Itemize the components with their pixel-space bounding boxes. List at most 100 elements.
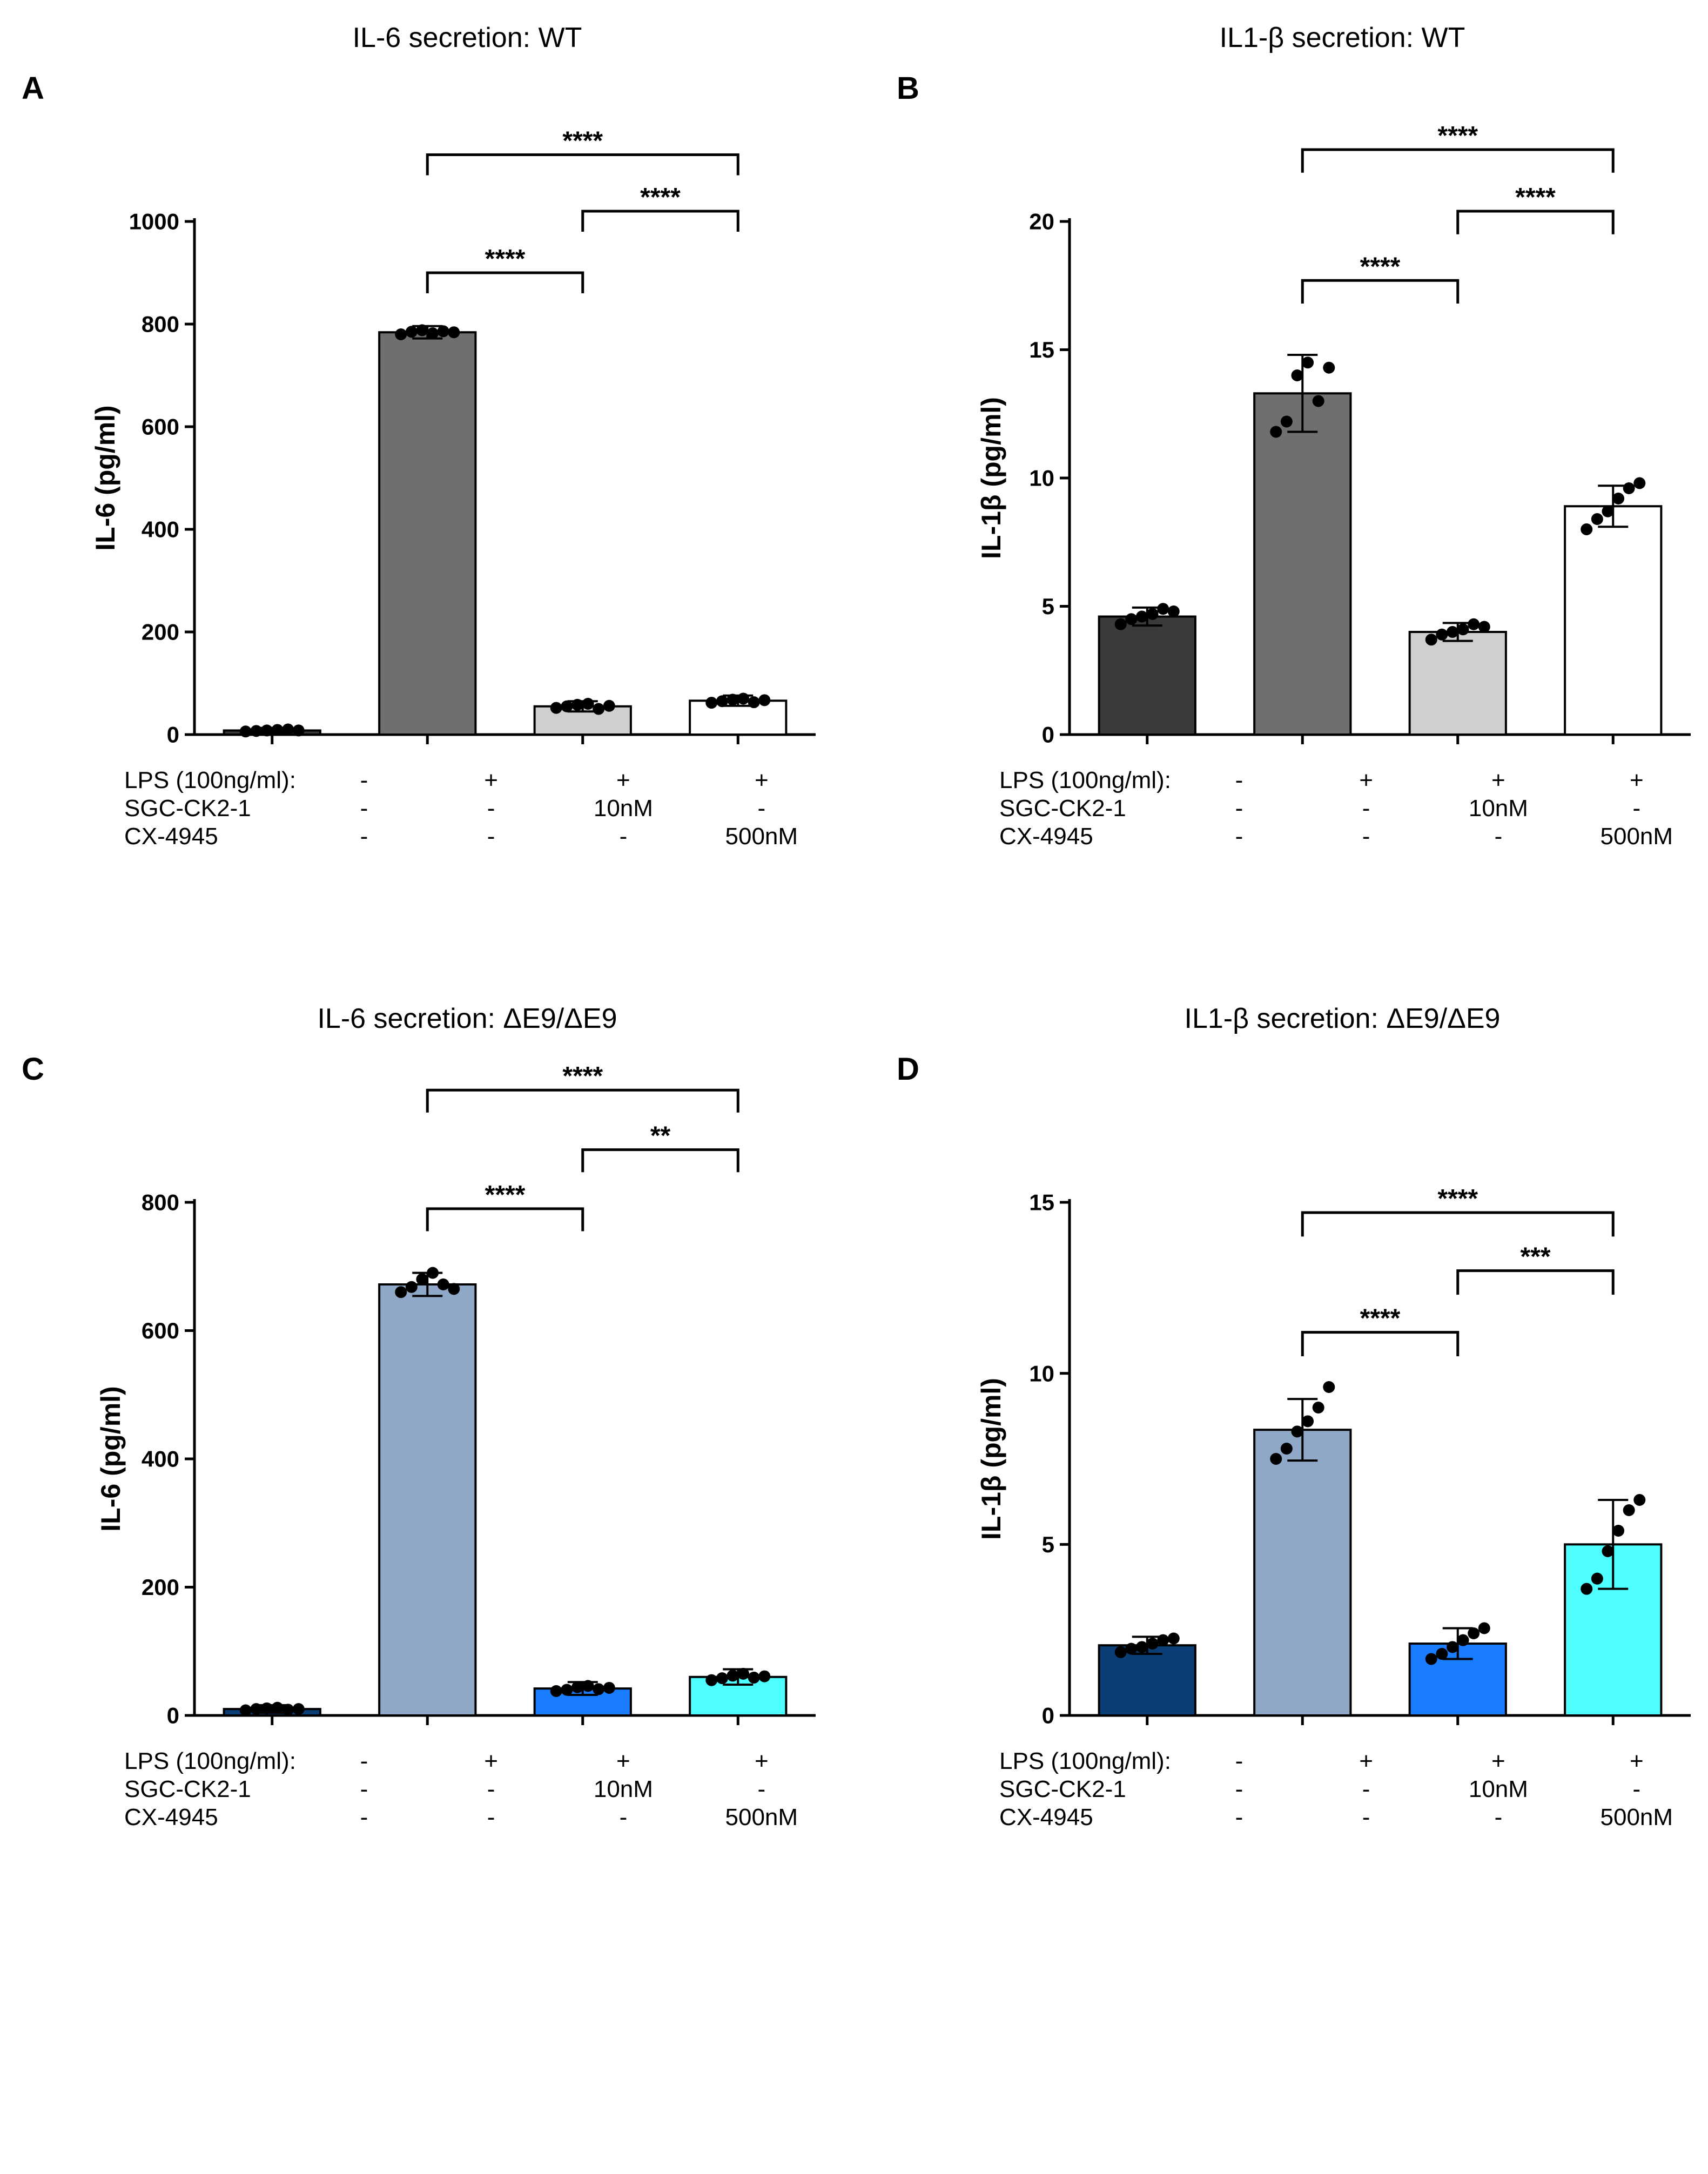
data-point (438, 1278, 449, 1290)
treatment-value: - (1568, 795, 1706, 822)
treatment-table: LPS (100ng/ml):-+++SGC-CK2-1--10nM-CX-49… (123, 766, 832, 851)
panel-letter: C (22, 1051, 44, 1087)
panel-title: IL-6 secretion: WT (103, 22, 832, 54)
bar (1254, 1430, 1350, 1715)
bar-chart: 051015*********** (989, 1051, 1707, 1737)
data-point (240, 725, 252, 737)
data-point (1270, 1453, 1282, 1465)
treatment-name: SGC-CK2-1 (999, 1776, 1175, 1803)
data-point (1157, 603, 1169, 615)
treatment-row: SGC-CK2-1--10nM- (999, 795, 1706, 822)
plot-wrap: 05101520************IL-1β (pg/ml)LPS (10… (989, 70, 1707, 851)
data-point (582, 1680, 594, 1692)
data-point (1281, 416, 1293, 428)
data-point (272, 1702, 284, 1714)
data-point (1602, 506, 1613, 517)
y-tick-label: 600 (142, 414, 179, 440)
data-point (1591, 1573, 1603, 1585)
significance-bracket (1458, 211, 1613, 234)
data-point (571, 699, 583, 711)
treatment-value: - (1176, 1748, 1302, 1775)
treatment-value: - (1303, 1776, 1429, 1803)
treatment-value: - (1303, 1804, 1429, 1831)
treatment-name: CX-4945 (999, 1804, 1175, 1831)
data-point (758, 694, 770, 706)
y-tick-label: 200 (142, 1574, 179, 1600)
panel-B: BIL1-β secretion: WT05101520************… (897, 22, 1707, 851)
panel-D: DIL1-β secretion: ΔE9/ΔE9051015*********… (897, 1002, 1707, 1832)
treatment-value: - (428, 1776, 554, 1803)
bar-chart: 02004006008001000************ (113, 70, 832, 756)
y-tick-label: 400 (142, 517, 179, 542)
data-point (427, 327, 439, 339)
treatment-value: - (1303, 823, 1429, 850)
data-point (1323, 1381, 1335, 1393)
y-axis-label: IL-1β (pg/ml) (976, 397, 1007, 559)
treatment-value: - (1176, 823, 1302, 850)
data-point (416, 324, 428, 336)
treatment-value: - (1303, 795, 1429, 822)
data-point (1623, 482, 1635, 494)
data-point (748, 696, 760, 708)
figure-grid: AIL-6 secretion: WT02004006008001000****… (22, 22, 1686, 1832)
treatment-value: + (692, 1748, 831, 1775)
y-tick-label: 20 (1029, 209, 1054, 234)
treatment-value: - (555, 1804, 691, 1831)
plot-wrap: 02004006008001000************IL-6 (pg/ml… (113, 70, 832, 851)
data-point (758, 1671, 770, 1682)
significance-label: **** (562, 127, 603, 156)
y-tick-label: 0 (167, 1703, 179, 1728)
treatment-row: SGC-CK2-1--10nM- (999, 1776, 1706, 1803)
plot-wrap: 0200400600800**********IL-6 (pg/ml)LPS (… (113, 1051, 832, 1832)
treatment-value: - (1176, 795, 1302, 822)
significance-label: **** (485, 1181, 526, 1209)
data-point (1468, 618, 1480, 630)
significance-label: **** (1515, 183, 1556, 212)
significance-bracket (427, 1209, 583, 1231)
treatment-table: LPS (100ng/ml):-+++SGC-CK2-1--10nM-CX-49… (998, 766, 1707, 851)
data-point (416, 1274, 428, 1285)
y-tick-label: 15 (1029, 337, 1054, 362)
significance-label: **** (485, 245, 526, 273)
treatment-value: - (1568, 1776, 1706, 1803)
y-tick-label: 0 (1042, 722, 1054, 748)
data-point (1478, 1623, 1490, 1634)
data-point (293, 724, 305, 736)
treatment-value: - (1176, 1804, 1302, 1831)
treatment-value: + (1303, 1748, 1429, 1775)
treatment-row: CX-4945---500nM (999, 1804, 1706, 1831)
data-point (1436, 629, 1448, 641)
treatment-value: - (555, 823, 691, 850)
y-tick-label: 15 (1029, 1190, 1054, 1215)
data-point (1602, 1545, 1613, 1557)
treatment-row: LPS (100ng/ml):-+++ (124, 1748, 831, 1775)
data-point (550, 702, 562, 714)
plot-wrap: 051015***********IL-1β (pg/ml)LPS (100ng… (989, 1051, 1707, 1832)
treatment-value: - (301, 795, 427, 822)
data-point (406, 1281, 418, 1293)
data-point (261, 724, 273, 736)
panel-title: IL1-β secretion: ΔE9/ΔE9 (978, 1002, 1707, 1035)
treatment-table: LPS (100ng/ml):-+++SGC-CK2-1--10nM-CX-49… (998, 1747, 1707, 1832)
data-point (737, 693, 749, 705)
panel-letter: D (897, 1051, 919, 1087)
bar (1254, 393, 1350, 735)
data-point (293, 1703, 305, 1715)
data-point (282, 1704, 294, 1715)
data-point (406, 326, 418, 338)
treatment-row: SGC-CK2-1--10nM- (124, 795, 831, 822)
data-point (395, 1286, 407, 1298)
treatment-value: + (1303, 767, 1429, 794)
y-tick-label: 0 (167, 722, 179, 748)
bar-chart: 0200400600800********** (113, 1051, 832, 1737)
treatment-name: CX-4945 (124, 823, 300, 850)
treatment-value: 500nM (1568, 1804, 1706, 1831)
data-point (1302, 356, 1314, 368)
data-point (1612, 493, 1624, 504)
treatment-value: + (428, 1748, 554, 1775)
data-point (1591, 513, 1603, 525)
data-point (282, 724, 294, 736)
data-point (1147, 1638, 1159, 1650)
data-point (1612, 1525, 1624, 1537)
y-tick-label: 0 (1042, 1703, 1054, 1728)
